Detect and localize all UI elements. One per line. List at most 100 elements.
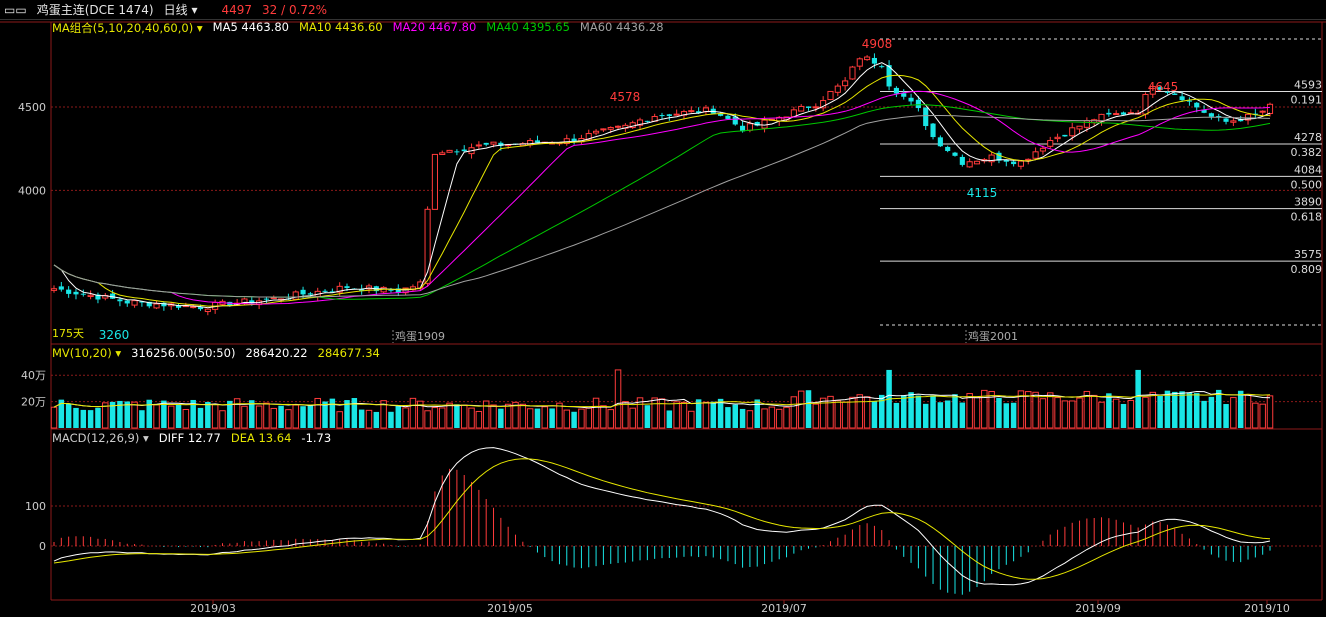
candle-body	[1244, 113, 1252, 121]
candle-body	[1113, 113, 1120, 116]
volume-bar	[563, 409, 571, 429]
candle-body	[666, 114, 672, 116]
candle-body	[1083, 120, 1090, 128]
volume-bar	[1186, 392, 1193, 428]
volume-bar	[644, 405, 651, 428]
volume-bar	[475, 410, 483, 429]
fib-price-label: 3575	[1294, 248, 1322, 261]
volume-bar	[167, 405, 175, 429]
symbol-name[interactable]: 鸡蛋主连(DCE 1474)	[36, 3, 154, 17]
volume-bar	[388, 411, 394, 428]
macd-dea-value: DEA 13.64	[230, 431, 292, 445]
volume-bar	[102, 402, 109, 429]
volume-bar	[915, 395, 922, 428]
window-toggle-icon[interactable]: ▭▭	[4, 2, 27, 17]
candle-body	[175, 305, 182, 308]
candle-body	[431, 153, 438, 210]
volume-bar	[688, 410, 695, 429]
volume-bar	[285, 409, 292, 429]
volume-bar	[1003, 403, 1010, 428]
candle-body	[959, 156, 965, 165]
title-bar: ▭▭ 鸡蛋主连(DCE 1474) 日线 ▾ 4497 32 / 0.72%	[0, 0, 1326, 20]
fib-ratio-label: 0.191	[1291, 94, 1323, 107]
volume-bar	[717, 398, 724, 428]
ma-selector[interactable]: MA组合(5,10,20,40,60,0) ▾	[52, 21, 203, 35]
volume-bar	[710, 401, 717, 428]
volume-bar	[959, 402, 966, 428]
volume-bar	[1127, 399, 1135, 429]
macd-selector[interactable]: MACD(12,26,9) ▾	[52, 431, 149, 445]
candle-body	[556, 142, 563, 145]
candle-body	[812, 106, 819, 109]
candle-body	[117, 299, 123, 302]
volume-bar	[1098, 401, 1105, 429]
contract-label-2001: 鸡蛋2001	[968, 329, 1018, 343]
volume-bar	[886, 369, 892, 428]
volume-bar	[87, 410, 94, 428]
volume-bar	[80, 409, 87, 428]
candle-body	[417, 281, 424, 289]
volume-bar	[131, 401, 138, 429]
candle-body	[585, 133, 592, 141]
volume-bar	[849, 396, 856, 429]
volume-bar	[1266, 395, 1274, 429]
volume-bar	[95, 407, 101, 428]
candle-body	[563, 138, 570, 145]
candle-body	[534, 140, 541, 143]
volume-bar	[409, 397, 417, 429]
candle-body	[314, 290, 321, 297]
candle-body	[1179, 96, 1185, 101]
candle-body	[871, 57, 877, 64]
price-tick-label: 4000	[18, 184, 46, 197]
volume-bar	[812, 403, 820, 429]
last-price: 4497	[221, 2, 253, 17]
macd-tick-label: 100	[25, 500, 46, 513]
candle-body	[446, 149, 453, 153]
volume-bar	[58, 399, 65, 428]
candle-body	[373, 286, 379, 292]
candle-body	[790, 109, 797, 118]
mv-indicator-row: MV(10,20) ▾ 316256.00(50:50) 286420.22 2…	[52, 346, 380, 360]
volume-bar	[1215, 389, 1222, 428]
candle-body	[651, 116, 658, 122]
candle-body	[614, 125, 622, 128]
chevron-down-icon: ▾	[139, 431, 149, 445]
candle-body	[908, 97, 914, 102]
candle-body	[190, 306, 197, 309]
mv-selector[interactable]: MV(10,20) ▾	[52, 346, 122, 360]
ma10-line	[53, 74, 1271, 307]
volume-bar	[834, 400, 842, 429]
candle-body	[329, 291, 335, 293]
mv-value-2: 286420.22	[245, 346, 308, 360]
candle-body	[344, 286, 350, 288]
candle-body	[1238, 119, 1244, 122]
candle-body	[95, 294, 101, 300]
candle-body	[827, 90, 834, 101]
volume-bar	[1061, 400, 1069, 429]
volume-bar	[146, 399, 152, 428]
candle-body	[336, 285, 343, 293]
macd-indicator-row: MACD(12,26,9) ▾ DIFF 12.77 DEA 13.64 -1.…	[52, 431, 331, 445]
candle-body	[541, 141, 548, 144]
volume-bar	[900, 395, 907, 428]
candle-body	[270, 297, 277, 300]
volume-bar	[255, 405, 263, 429]
volume-bar	[1068, 400, 1076, 429]
volume-bar	[519, 403, 527, 429]
chevron-down-icon: ▾	[193, 21, 203, 35]
candle-body	[1266, 103, 1274, 115]
volume-bar	[1194, 393, 1200, 428]
candle-body	[607, 126, 614, 130]
candle-body	[402, 287, 409, 294]
volume-bar	[417, 400, 424, 429]
volume-bar	[431, 407, 439, 429]
period-selector[interactable]: 日线 ▾	[163, 3, 198, 17]
candle-body	[454, 151, 460, 153]
volume-tick-label: 40万	[21, 369, 46, 382]
volume-bar	[233, 398, 241, 429]
volume-tick-label: 20万	[21, 396, 46, 409]
volume-bar	[351, 398, 358, 428]
candle-body	[1047, 139, 1054, 147]
candle-body	[768, 118, 775, 121]
